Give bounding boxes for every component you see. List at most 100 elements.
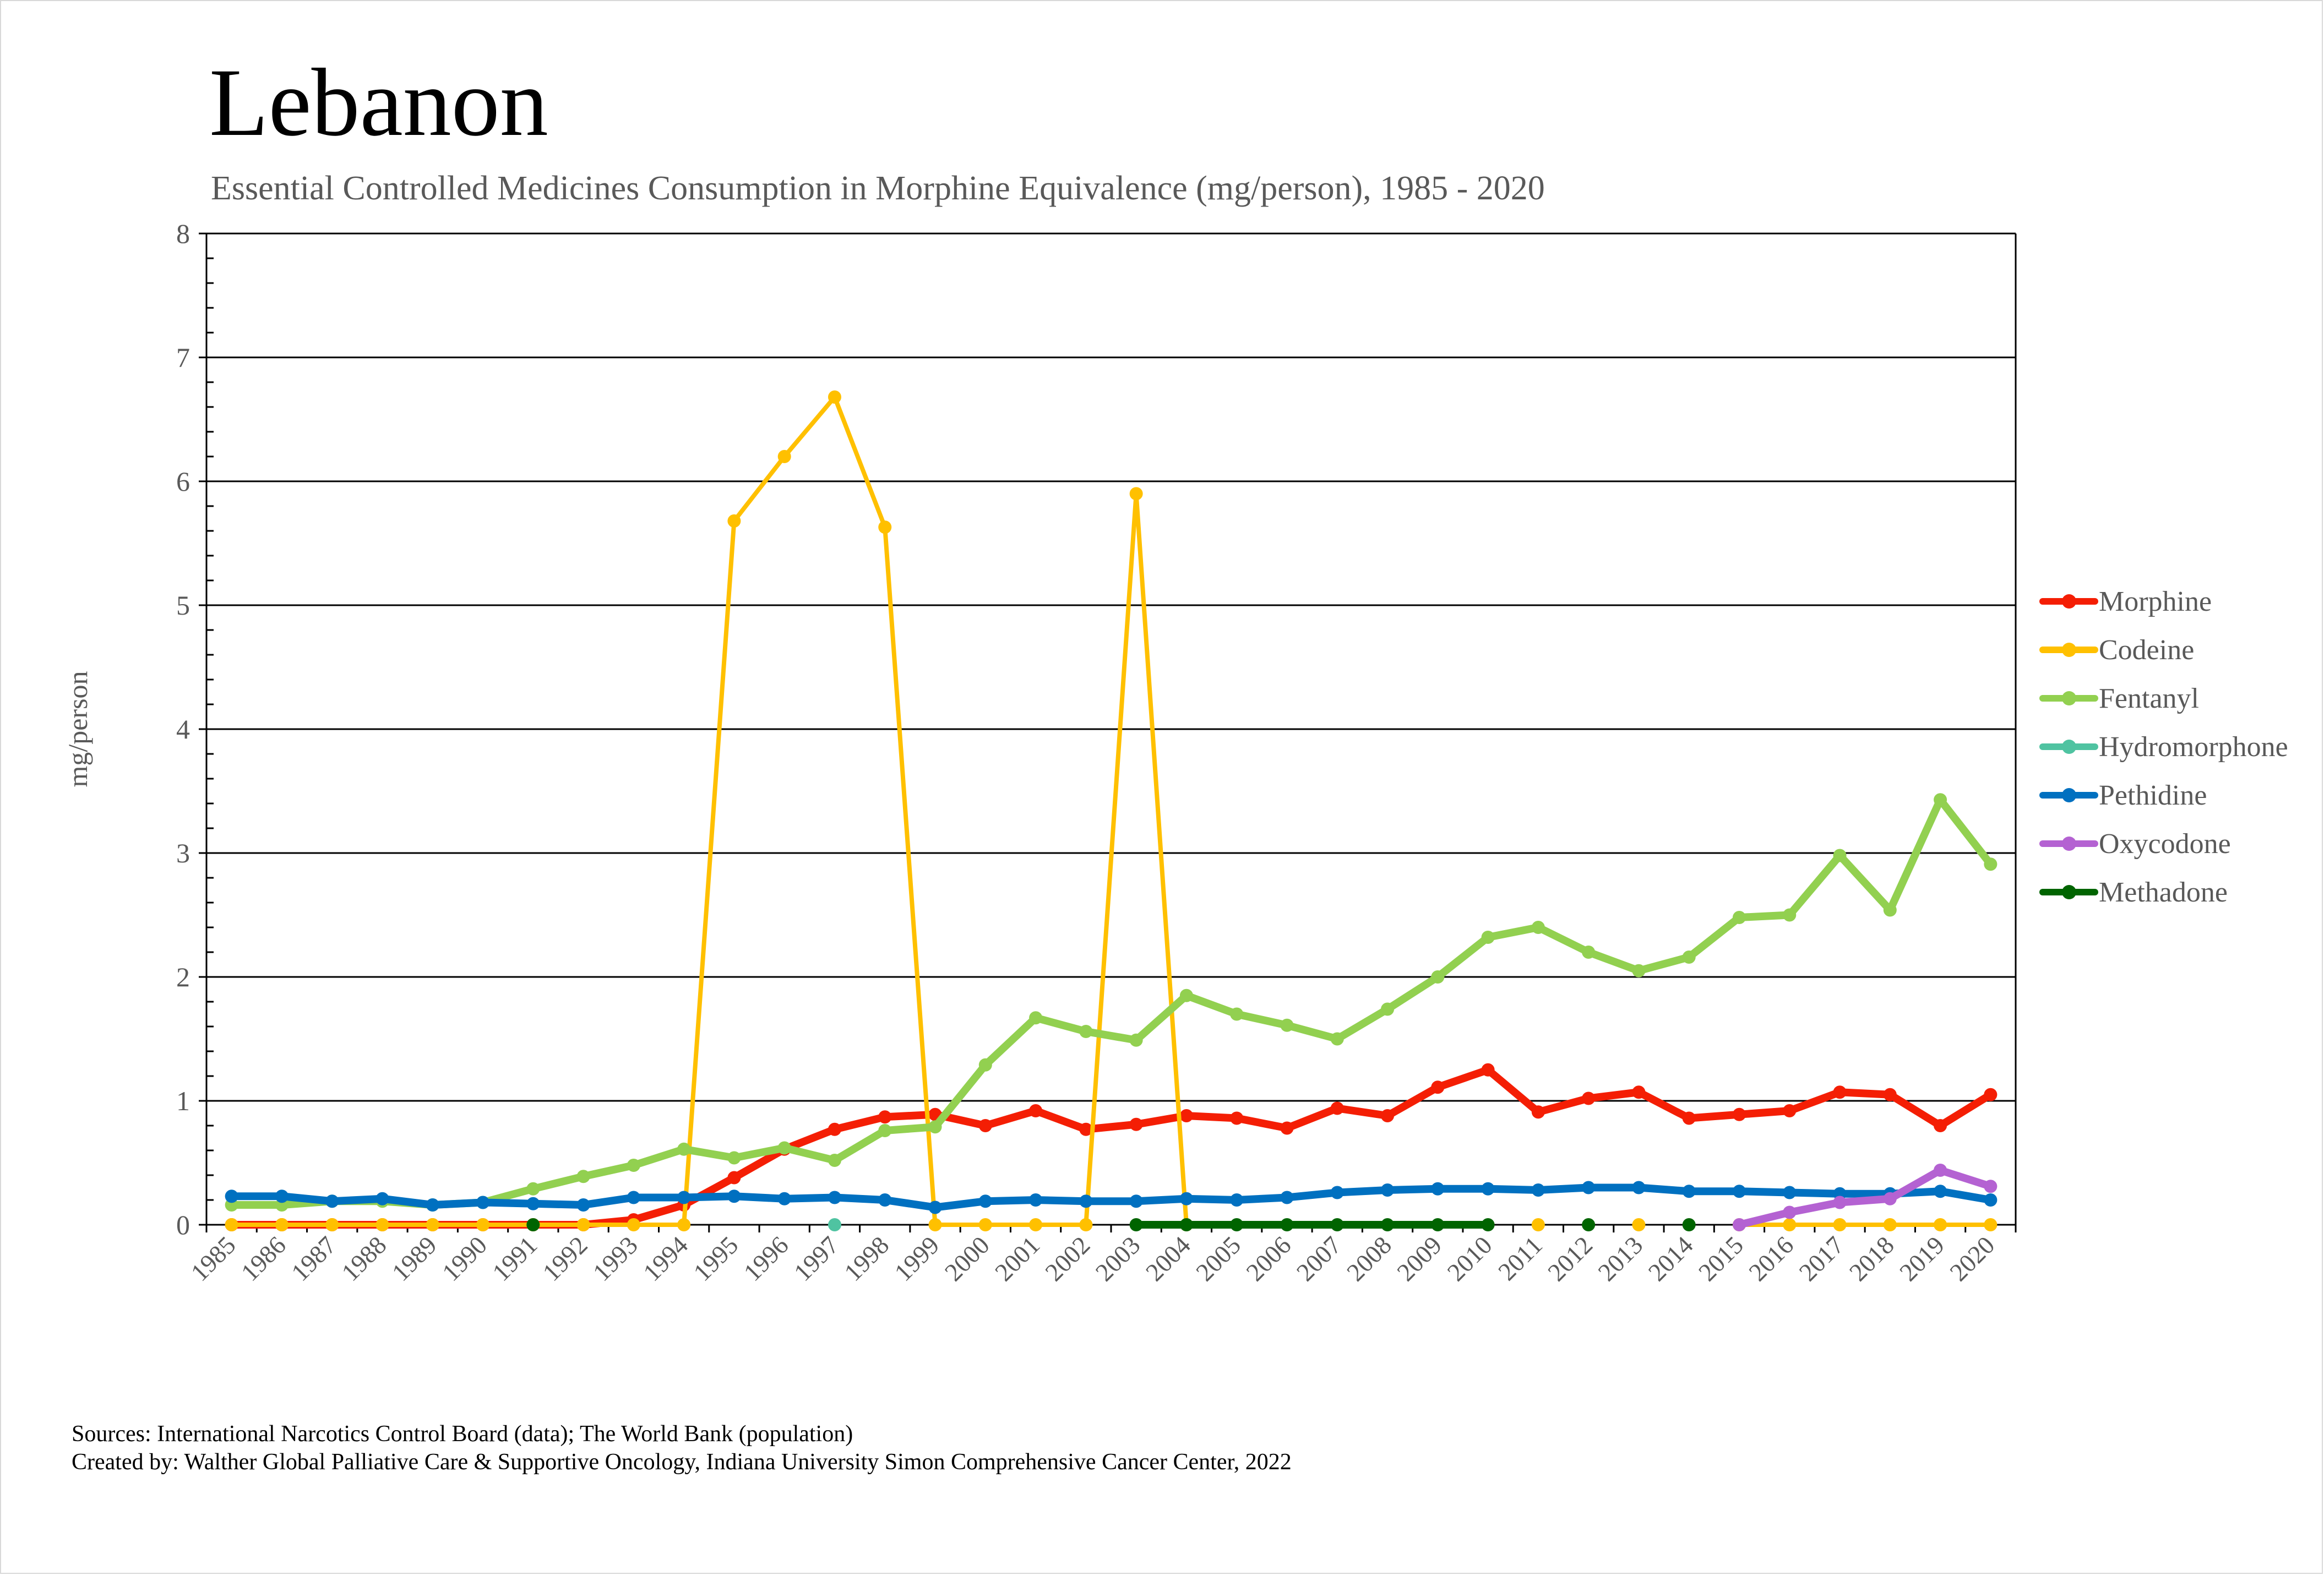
codeine-point-1996: [777, 450, 791, 463]
morphine-point-2003: [1129, 1117, 1143, 1131]
pethidine-point-2011: [1531, 1183, 1545, 1197]
codeine-point-1994: [677, 1218, 691, 1231]
legend-label: Methadone: [2099, 877, 2228, 908]
pethidine-point-2007: [1330, 1186, 1344, 1199]
y-tick-label: 8: [176, 218, 190, 249]
fentanyl-point-2003: [1129, 1033, 1143, 1047]
fentanyl-point-1999: [928, 1120, 942, 1134]
chart-title: Lebanon: [209, 49, 548, 156]
legend-item-fentanyl: Fentanyl: [2039, 683, 2199, 714]
codeine-point-2018: [1883, 1218, 1897, 1231]
x-tick-label: 2000: [939, 1231, 995, 1286]
morphine-point-2007: [1330, 1101, 1344, 1115]
x-tick-label: 2013: [1592, 1231, 1648, 1286]
fentanyl-point-1991: [526, 1182, 540, 1196]
codeine-point-2001: [1029, 1218, 1043, 1231]
fentanyl-point-2005: [1230, 1007, 1244, 1021]
fentanyl-point-2019: [1934, 793, 1947, 807]
codeine-point-1998: [878, 520, 892, 534]
fentanyl-point-2015: [1732, 911, 1746, 924]
fentanyl-point-1995: [727, 1151, 741, 1165]
fentanyl-point-2008: [1381, 1002, 1395, 1016]
legend-marker: [2062, 788, 2076, 802]
methadone-point-2005: [1230, 1218, 1244, 1231]
fentanyl-point-2017: [1833, 849, 1847, 862]
x-tick-label: 2003: [1090, 1231, 1146, 1286]
morphine-point-2011: [1531, 1105, 1545, 1119]
series-oxycodone: [1732, 1164, 1998, 1231]
pethidine-point-1992: [576, 1198, 590, 1212]
pethidine-point-1987: [325, 1194, 339, 1208]
methadone-point-2012: [1582, 1218, 1596, 1231]
pethidine-point-2006: [1280, 1191, 1294, 1204]
series-hydromorphone: [828, 1218, 841, 1231]
x-tick-label: 2009: [1391, 1231, 1447, 1286]
x-tick-label: 1988: [336, 1231, 391, 1286]
fentanyl-point-2018: [1883, 903, 1897, 917]
codeine-point-1993: [627, 1218, 640, 1231]
morphine-point-1997: [828, 1122, 841, 1136]
y-axis-label: mg/person: [62, 671, 93, 787]
pethidine-point-2001: [1029, 1193, 1043, 1207]
fentanyl-point-1994: [677, 1142, 691, 1156]
pethidine-point-1998: [878, 1193, 892, 1207]
pethidine-point-2012: [1582, 1181, 1596, 1194]
x-tick-label: 1992: [537, 1231, 593, 1286]
hydromorphone-point-1997: [828, 1218, 841, 1231]
codeine-point-2020: [1984, 1218, 1998, 1231]
oxycodone-line: [1735, 1166, 1995, 1229]
fentanyl-point-2011: [1531, 921, 1545, 934]
pethidine-point-2015: [1732, 1185, 1746, 1198]
pethidine-point-2014: [1682, 1185, 1696, 1198]
x-tick-label: 2016: [1743, 1231, 1799, 1286]
fentanyl-point-2000: [978, 1058, 992, 1072]
pethidine-point-1989: [426, 1198, 439, 1212]
series-methadone: [526, 1218, 1696, 1231]
legend-item-codeine: Codeine: [2039, 634, 2194, 666]
morphine-point-2015: [1732, 1107, 1746, 1121]
codeine-point-1992: [576, 1218, 590, 1231]
codeine-point-1995: [727, 514, 741, 528]
x-tick-label: 1993: [587, 1231, 643, 1286]
y-tick-label: 1: [176, 1085, 190, 1116]
x-tick-label: 2002: [1039, 1231, 1095, 1286]
fentanyl-point-2006: [1280, 1018, 1294, 1032]
oxycodone-point-2019: [1934, 1164, 1947, 1177]
pethidine-point-1991: [526, 1197, 540, 1210]
pethidine-point-1996: [777, 1192, 791, 1205]
x-tick-label: 1995: [688, 1231, 743, 1286]
pethidine-point-1988: [375, 1192, 389, 1205]
codeine-point-2016: [1783, 1218, 1797, 1231]
legend-label: Pethidine: [2099, 780, 2207, 811]
morphine-point-2004: [1179, 1109, 1193, 1122]
y-tick-labels: 0 1 2 3 4 5 6 7 8: [176, 218, 190, 1240]
legend-marker: [2062, 643, 2076, 657]
legend-label: Oxycodone: [2099, 828, 2231, 860]
pethidine-point-2010: [1481, 1182, 1495, 1196]
legend-label: Codeine: [2099, 634, 2194, 666]
x-tick-label: 1998: [839, 1231, 894, 1286]
codeine-point-2000: [978, 1218, 992, 1231]
x-tick-label: 2010: [1442, 1231, 1498, 1286]
x-tick-label: 2015: [1693, 1231, 1749, 1286]
codeine-point-1999: [928, 1218, 942, 1231]
x-tick-label: 1997: [788, 1231, 844, 1286]
series-layer: [225, 390, 1998, 1231]
series-codeine: [225, 390, 1998, 1231]
codeine-point-1989: [426, 1218, 439, 1231]
codeine-point-2003: [1129, 487, 1143, 501]
fentanyl-point-2014: [1682, 951, 1696, 964]
fentanyl-point-1992: [576, 1170, 590, 1183]
morphine-point-2006: [1280, 1121, 1294, 1135]
morphine-point-1995: [727, 1171, 741, 1185]
codeine-point-1985: [225, 1218, 238, 1231]
fentanyl-point-2016: [1783, 908, 1797, 922]
x-tick-label: 1986: [236, 1231, 291, 1286]
sources-note: Sources: International Narcotics Control…: [72, 1421, 853, 1447]
oxycodone-point-2018: [1883, 1192, 1897, 1205]
legend-label: Morphine: [2099, 586, 2212, 617]
codeine-point-1988: [375, 1218, 389, 1231]
methadone-point-2008: [1381, 1218, 1395, 1231]
pethidine-line: [227, 1183, 1995, 1212]
x-tick-label: 1991: [487, 1231, 542, 1286]
